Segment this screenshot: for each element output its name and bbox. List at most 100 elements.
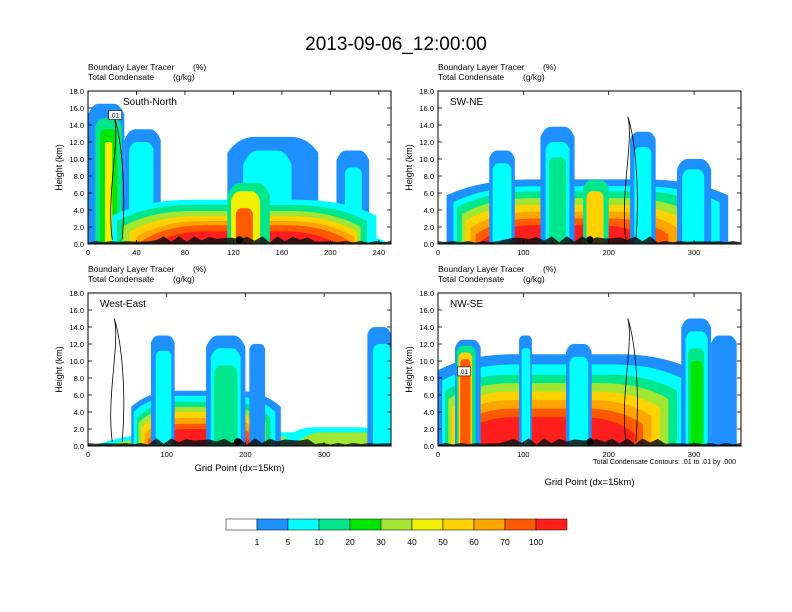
panel-4: Boundary Layer Tracer (%) Total Condensate… [404,264,742,488]
colorbar-label: 40 [407,537,417,547]
condensate-label: Total Condensate [88,72,154,82]
condensate-contours [623,318,638,442]
y-tick-label: 0.0 [74,442,84,451]
y-tick-label: 10.0 [69,357,84,366]
colorbar-label: 70 [500,537,510,547]
x-axis-label: Grid Point (dx=15km) [194,463,284,474]
y-tick-label: 2.0 [424,223,434,232]
condensate-label: Total Condensate [438,274,504,284]
plot-frame [87,90,392,245]
colorbar-label: 1 [255,537,260,547]
x-tick-label: 300 [318,450,331,459]
y-tick-label: 4.0 [74,206,84,215]
y-tick-label: 16.0 [419,104,434,113]
contour-line [623,318,638,442]
contour-line [110,318,125,442]
tracer-unit: (%) [193,62,206,72]
panel-title: West-East [100,299,146,310]
y-tick-label: 6.0 [424,391,434,400]
tracer-unit: (%) [193,264,206,274]
colorbar-label: 10 [314,537,324,547]
tracer-level-2 [569,356,589,446]
colorbar-label: 100 [529,537,543,547]
x-tick-label: 100 [517,248,530,257]
y-tick-label: 8.0 [74,172,84,181]
tracer-level-2 [634,147,652,244]
colorbar: 1 5 10 20 30 40 50 60 70 100 [225,518,568,547]
y-tick-label: 6.0 [74,391,84,400]
tracer-level-2 [682,169,705,244]
tracer-level-5 [292,432,391,446]
y-tick-label: 10.0 [419,155,434,164]
panel-title: NW-SE [450,299,483,310]
y-tick-label: 16.0 [419,306,434,315]
panel-2: Boundary Layer Tracer (%) Total Condensate… [404,62,742,257]
condensate-unit: (g/kg) [173,72,195,82]
x-tick-label: 200 [239,450,252,459]
colorbar-cell [225,518,258,531]
colorbar-cell [318,518,351,531]
contour-footnote: Total Condensate Contours: .01 to .01 by… [593,459,736,466]
y-tick-label: 2.0 [424,425,434,434]
tracer-level-2 [521,348,531,446]
y-tick-label: 12.0 [419,340,434,349]
tracer-label: Boundary Layer Tracer [88,62,175,72]
tracer-unit: (%) [543,62,556,72]
tracer-field [438,318,741,446]
colorbar-cell [349,518,382,531]
x-tick-label: 200 [324,248,337,257]
x-tick-label: 200 [602,248,615,257]
tracer-level-7 [586,191,604,244]
panel-title: South-North [123,97,177,108]
y-tick-label: 12.0 [69,138,84,147]
condensate-unit: (g/kg) [523,72,545,82]
y-tick-label: 10.0 [69,155,84,164]
y-tick-label: 18.0 [419,87,434,96]
colorbar-label: 5 [286,537,291,547]
y-tick-label: 2.0 [74,223,84,232]
condensate-contours [110,318,125,442]
colorbar-cell [256,518,289,531]
plot-frame [87,292,392,447]
tracer-field [88,318,391,446]
condensate-label: Total Condensate [438,72,504,82]
y-tick-label: 10.0 [419,357,434,366]
tracer-unit: (%) [543,264,556,274]
y-tick-label: 4.0 [424,206,434,215]
x-tick-label: 240 [373,248,386,257]
station-marker [586,438,594,446]
tracer-level-3 [213,365,238,446]
contour-label: .01 [459,369,468,376]
y-tick-label: 0.0 [424,442,434,451]
colorbar-cell [287,518,320,531]
y-tick-label: 0.0 [424,240,434,249]
y-tick-label: 16.0 [69,306,84,315]
y-tick-label: 8.0 [74,374,84,383]
condensate-contours [623,116,638,240]
y-tick-label: 14.0 [69,323,84,332]
x-tick-label: 300 [688,450,701,459]
y-tick-label: 8.0 [424,172,434,181]
panel-1: Boundary Layer Tracer (%) Total Condensate… [54,62,392,257]
y-tick-label: 18.0 [69,87,84,96]
tracer-level-2 [372,344,391,446]
tracer-field [88,103,391,244]
y-tick-label: 18.0 [69,289,84,298]
plot-frame [437,90,742,245]
x-tick-label: 80 [181,248,189,257]
tracer-level-1 [249,344,266,446]
y-tick-label: 14.0 [69,121,84,130]
colorbar-cell [411,518,444,531]
colorbar-cell [473,518,506,531]
figure-title: 2013-09-06_12:00:00 [305,34,487,55]
y-axis-label: Height (km) [404,144,414,191]
y-axis-label: Height (km) [404,346,414,393]
colorbar-label: 60 [469,537,479,547]
tracer-level-4 [690,361,703,446]
x-tick-label: 0 [86,248,90,257]
y-tick-label: 2.0 [74,425,84,434]
x-tick-label: 100 [517,450,530,459]
condensate-label: Total Condensate [88,274,154,284]
tracer-level-1 [711,335,737,446]
tracer-level-2 [155,350,172,446]
